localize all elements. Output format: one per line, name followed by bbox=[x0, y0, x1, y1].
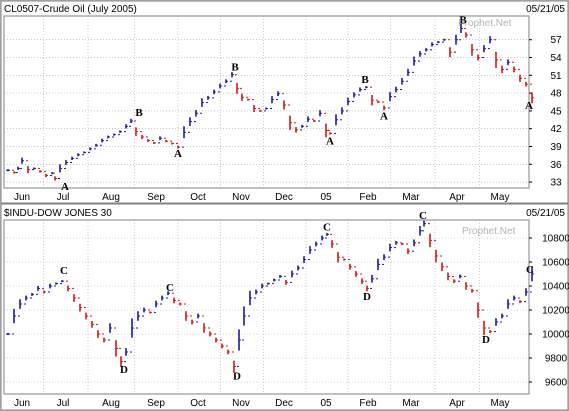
dow-jones-y-tick-label: 10400 bbox=[542, 282, 569, 293]
dow-jones-wave-label: C bbox=[419, 210, 427, 222]
crude-oil-x-tick-label: Feb bbox=[359, 192, 377, 203]
crude-oil-y-tick-label: 33 bbox=[550, 178, 562, 189]
crude-oil-y-tick-label: 51 bbox=[550, 71, 562, 82]
crude-oil-title: CL0507-Crude Oil (July 2005) bbox=[4, 4, 137, 15]
dow-jones-date: 05/21/05 bbox=[526, 208, 565, 219]
dow-jones-x-tick-label: Jul bbox=[57, 398, 70, 409]
crude-oil-wave-label: A bbox=[326, 136, 334, 148]
dow-jones-y-tick-label: 10200 bbox=[542, 306, 569, 317]
dow-jones-x-tick-label: Oct bbox=[190, 398, 206, 409]
dow-jones-wave-labels: C D C D C D C D C bbox=[60, 210, 534, 382]
dow-jones-title: $INDU-DOW JONES 30 bbox=[4, 208, 112, 219]
dow-jones-watermark: Prophet.Net bbox=[462, 226, 516, 237]
crude-oil-x-tick-label: Oct bbox=[190, 192, 206, 203]
crude-oil-wave-label: A bbox=[61, 181, 69, 193]
dow-jones-wave-label: C bbox=[60, 265, 68, 277]
crude-oil-x-tick-label: Sep bbox=[147, 192, 165, 203]
dow-jones-y-tick-label: 9800 bbox=[545, 354, 568, 365]
dow-jones-wave-label: C bbox=[323, 222, 331, 234]
dow-jones-x-tick-label: Aug bbox=[102, 398, 120, 409]
dow-jones-gridlines bbox=[4, 220, 529, 394]
crude-oil-x-tick-label: 05 bbox=[320, 192, 332, 203]
crude-oil-wave-labels: A B A B A B A B A bbox=[61, 15, 533, 194]
crude-oil-wave-label: A bbox=[174, 148, 182, 160]
crude-oil-y-tick-label: 39 bbox=[550, 142, 562, 153]
crude-oil-y-tick-label: 57 bbox=[550, 35, 562, 46]
crude-oil-x-axis: Jun Jul Aug Sep Oct Nov Dec 05 Feb Mar Apr May bbox=[14, 192, 510, 203]
dow-jones-price-bars bbox=[6, 220, 534, 373]
dow-jones-x-tick-label: May bbox=[491, 398, 510, 409]
crude-oil-y-tick-label: 42 bbox=[550, 124, 562, 135]
dow-jones-x-tick-label: Mar bbox=[402, 398, 420, 409]
dow-jones-y-tick-label: 10800 bbox=[542, 234, 569, 245]
dow-jones-x-tick-label: Dec bbox=[275, 398, 293, 409]
crude-oil-x-tick-label: Apr bbox=[449, 192, 465, 203]
dow-jones-y-axis: 10800 10600 10400 10200 10000 9800 9600 bbox=[529, 234, 569, 389]
dow-jones-chart: $INDU-DOW JONES 30 05/21/05 Prophet.Net … bbox=[0, 203, 569, 411]
crude-oil-y-tick-label: 36 bbox=[550, 160, 562, 171]
dow-jones-x-tick-label: Apr bbox=[449, 398, 465, 409]
dow-jones-x-tick-label: Feb bbox=[359, 398, 377, 409]
crude-oil-date: 05/21/05 bbox=[526, 4, 565, 15]
crude-oil-x-tick-label: Dec bbox=[275, 192, 293, 203]
crude-oil-y-axis: 57 54 51 48 45 42 39 36 33 bbox=[529, 35, 562, 189]
dow-jones-wave-label: D bbox=[120, 364, 128, 376]
crude-oil-x-tick-label: May bbox=[491, 192, 510, 203]
crude-oil-wave-label: A bbox=[525, 100, 533, 112]
dow-jones-y-tick-label: 10000 bbox=[542, 330, 569, 341]
crude-oil-wave-label: B bbox=[459, 15, 467, 27]
dow-jones-wave-label: D bbox=[482, 334, 490, 346]
crude-oil-x-tick-label: Mar bbox=[402, 192, 420, 203]
crude-oil-wave-label: B bbox=[231, 61, 239, 73]
dow-jones-wave-label: D bbox=[233, 370, 241, 382]
crude-oil-x-tick-label: Jun bbox=[14, 192, 30, 203]
dow-jones-wave-label: C bbox=[526, 264, 534, 276]
dow-jones-panel-frame bbox=[0, 203, 569, 411]
dow-jones-plot-area bbox=[3, 219, 530, 395]
crude-oil-watermark: Prophet.Net bbox=[458, 18, 512, 29]
dow-jones-y-tick-label: 10600 bbox=[542, 258, 569, 269]
dow-jones-x-axis: Jun Jul Aug Sep Oct Nov Dec 05 Feb Mar Apr May bbox=[14, 398, 510, 409]
crude-oil-chart: CL0507-Crude Oil (July 2005) 05/21/05 Pr… bbox=[0, 0, 569, 204]
crude-oil-plot-area bbox=[3, 15, 530, 189]
dow-jones-x-tick-label: 05 bbox=[320, 398, 332, 409]
dow-jones-wave-label: D bbox=[363, 291, 371, 303]
crude-oil-x-tick-label: Jul bbox=[57, 192, 70, 203]
crude-oil-y-tick-label: 48 bbox=[550, 89, 562, 100]
crude-oil-wave-label: B bbox=[361, 74, 369, 86]
crude-oil-y-tick-label: 45 bbox=[550, 106, 562, 117]
dow-jones-y-tick-label: 9600 bbox=[545, 378, 568, 389]
dow-jones-x-tick-label: Nov bbox=[232, 398, 250, 409]
crude-oil-x-tick-label: Nov bbox=[232, 192, 250, 203]
crude-oil-y-tick-label: 54 bbox=[550, 53, 562, 64]
dow-jones-x-tick-label: Sep bbox=[147, 398, 165, 409]
crude-oil-wave-label: B bbox=[135, 107, 143, 119]
dow-jones-x-tick-label: Jun bbox=[14, 398, 30, 409]
dow-jones-wave-label: C bbox=[166, 282, 174, 294]
crude-oil-gridlines bbox=[4, 16, 529, 188]
crude-oil-x-tick-label: Aug bbox=[102, 192, 120, 203]
crude-oil-wave-label: A bbox=[380, 111, 388, 123]
crude-oil-price-bars bbox=[6, 23, 534, 181]
